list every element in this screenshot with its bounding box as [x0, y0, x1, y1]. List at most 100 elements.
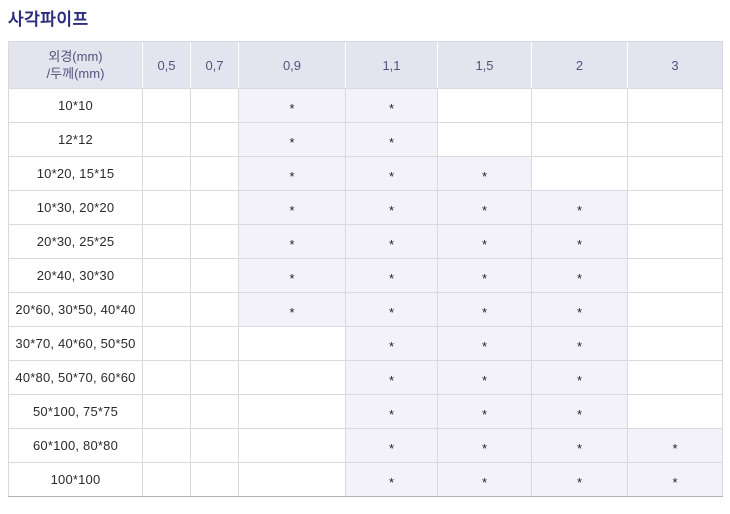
corner-header-line1: 외경(mm)	[48, 49, 103, 64]
availability-mark: *	[481, 237, 488, 252]
mark-cell: *	[345, 88, 438, 123]
availability-mark: *	[388, 441, 395, 456]
corner-header-line2: /두께(mm)	[46, 66, 105, 81]
availability-mark: *	[289, 101, 295, 116]
table-row: 30*70, 40*60, 50*50 * * *	[8, 326, 723, 361]
availability-mark: *	[576, 441, 583, 456]
mark-cell: *	[531, 258, 628, 293]
mark-cell: *	[437, 224, 532, 259]
empty-cell	[238, 462, 346, 497]
mark-cell: *	[238, 292, 346, 327]
availability-mark: *	[388, 475, 395, 490]
empty-cell	[190, 190, 239, 225]
mark-cell: *	[345, 394, 438, 429]
header-row: 외경(mm) /두께(mm) 0,5 0,7 0,9 1,1 1,5 2 3	[8, 41, 723, 89]
empty-cell	[627, 190, 723, 225]
mark-cell: *	[345, 156, 438, 191]
availability-mark: *	[289, 271, 295, 286]
empty-cell	[142, 326, 191, 361]
mark-cell: *	[345, 462, 438, 497]
availability-mark: *	[481, 271, 488, 286]
row-label: 40*80, 50*70, 60*60	[8, 360, 143, 395]
empty-cell	[190, 394, 239, 429]
mark-cell: *	[345, 122, 438, 157]
row-label: 50*100, 75*75	[8, 394, 143, 429]
empty-cell	[531, 156, 628, 191]
mark-cell: *	[345, 292, 438, 327]
mark-cell: *	[437, 258, 532, 293]
table-row: 20*60, 30*50, 40*40 * * * *	[8, 292, 723, 327]
empty-cell	[142, 394, 191, 429]
availability-mark: *	[481, 339, 488, 354]
thickness-column-header: 0,7	[190, 41, 239, 89]
availability-mark: *	[289, 169, 295, 184]
mark-cell: *	[531, 394, 628, 429]
empty-cell	[627, 224, 723, 259]
availability-mark: *	[289, 203, 295, 218]
availability-mark: *	[388, 237, 395, 252]
empty-cell	[238, 326, 346, 361]
availability-mark: *	[481, 441, 488, 456]
table-row: 40*80, 50*70, 60*60 * * *	[8, 360, 723, 395]
empty-cell	[190, 428, 239, 463]
mark-cell: *	[238, 156, 346, 191]
empty-cell	[142, 156, 191, 191]
availability-mark: *	[388, 271, 395, 286]
row-label: 10*10	[8, 88, 143, 123]
row-label: 30*70, 40*60, 50*50	[8, 326, 143, 361]
mark-cell: *	[437, 292, 532, 327]
mark-cell: *	[531, 462, 628, 497]
table-body: 10*10 * * 12*12 * * 10*20, 15*15 * * * 10*30, 20*2…	[8, 88, 723, 497]
mark-cell: *	[238, 224, 346, 259]
row-label: 10*20, 15*15	[8, 156, 143, 191]
mark-cell: *	[238, 122, 346, 157]
availability-mark: *	[672, 441, 678, 456]
mark-cell: *	[531, 224, 628, 259]
empty-cell	[627, 394, 723, 429]
table-row: 20*30, 25*25 * * * *	[8, 224, 723, 259]
availability-mark: *	[388, 169, 395, 184]
availability-mark: *	[576, 339, 583, 354]
empty-cell	[142, 428, 191, 463]
empty-cell	[437, 122, 532, 157]
availability-mark: *	[576, 373, 583, 388]
availability-mark: *	[388, 407, 395, 422]
availability-mark: *	[576, 475, 583, 490]
thickness-column-header: 0,9	[238, 41, 346, 89]
empty-cell	[437, 88, 532, 123]
thickness-column-header: 0,5	[142, 41, 191, 89]
mark-cell: *	[345, 360, 438, 395]
mark-cell: *	[238, 88, 346, 123]
corner-header: 외경(mm) /두께(mm)	[8, 41, 143, 89]
availability-mark: *	[388, 373, 395, 388]
row-label: 20*40, 30*30	[8, 258, 143, 293]
empty-cell	[627, 122, 723, 157]
mark-cell: *	[437, 190, 532, 225]
mark-cell: *	[238, 258, 346, 293]
mark-cell: *	[531, 360, 628, 395]
table-row: 50*100, 75*75 * * *	[8, 394, 723, 429]
empty-cell	[627, 258, 723, 293]
pipe-spec-table: 외경(mm)/두께(mm) 0,5 0,7 0,9 1,1 1,5 2 3 10*10 * * 12…	[8, 41, 723, 497]
table-row: 60*100, 80*80 * * * *	[8, 428, 723, 463]
mark-cell: *	[437, 462, 532, 497]
empty-cell	[627, 156, 723, 191]
empty-cell	[190, 326, 239, 361]
mark-cell: *	[345, 258, 438, 293]
availability-mark: *	[576, 305, 583, 320]
empty-cell	[190, 292, 239, 327]
page-title: 사각파이프	[8, 10, 89, 29]
availability-mark: *	[481, 373, 488, 388]
thickness-column-header: 1,5	[437, 41, 532, 89]
row-label: 100*100	[8, 462, 143, 497]
availability-mark: *	[289, 135, 295, 150]
availability-mark: *	[289, 305, 295, 320]
empty-cell	[190, 462, 239, 497]
empty-cell	[190, 156, 239, 191]
table-row: 20*40, 30*30 * * * *	[8, 258, 723, 293]
mark-cell: *	[345, 224, 438, 259]
mark-cell: *	[531, 292, 628, 327]
table-row: 10*30, 20*20 * * * *	[8, 190, 723, 225]
empty-cell	[238, 394, 346, 429]
